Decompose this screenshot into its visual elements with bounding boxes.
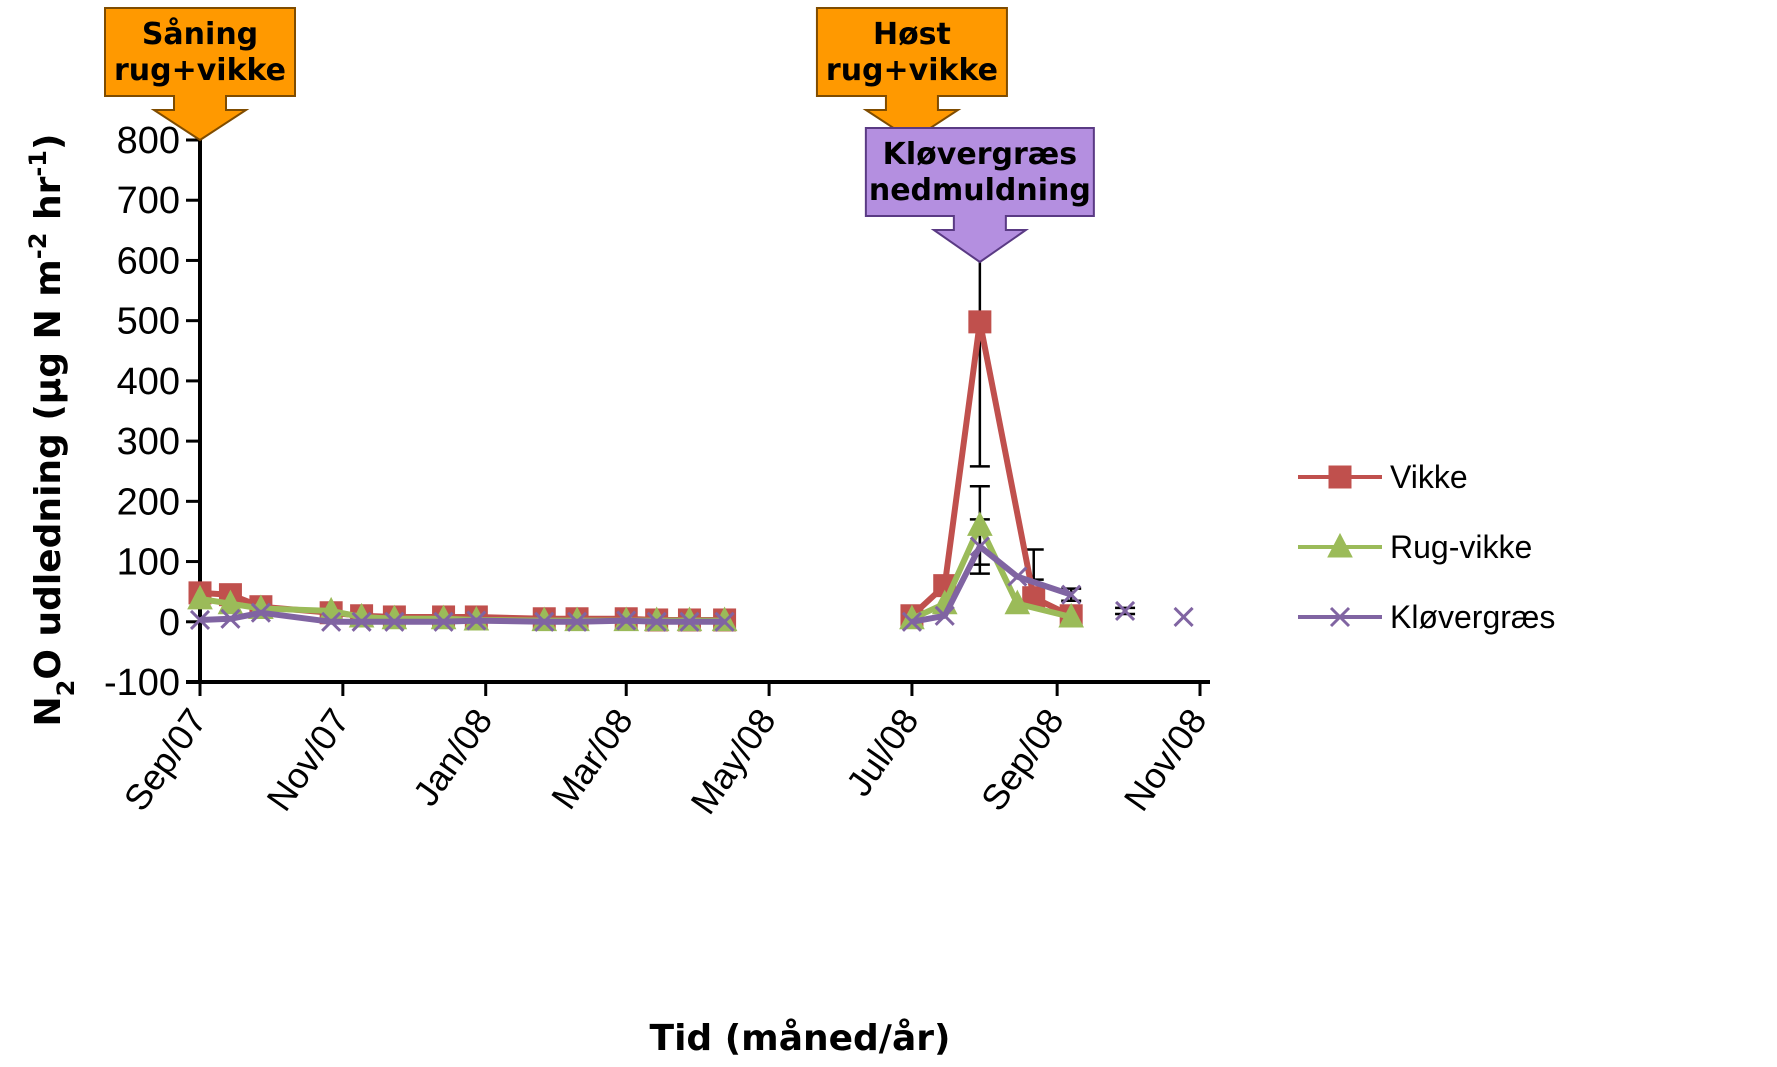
data-point-kl-vergr-s — [384, 611, 405, 632]
x-marker-stroke — [934, 605, 955, 626]
data-point-kl-vergr-s — [1114, 600, 1136, 621]
data-point-kl-vergr-s — [220, 608, 241, 629]
y-axis-title: N2O udledning (µg N m-2 hr-1) — [24, 134, 80, 727]
plot-area: -100 0 100 200 300 400 500 600 700 800 Sep/07 Nov/0… — [104, 120, 1215, 821]
x-marker-stroke — [433, 611, 454, 632]
x-marker-stroke — [901, 611, 923, 632]
x-marker-stroke — [351, 611, 372, 632]
x-marker-stroke — [646, 611, 667, 632]
y-tick-label: -100 — [104, 662, 180, 704]
series-line-vikke — [909, 318, 1073, 619]
x-marker-stroke — [1061, 584, 1082, 605]
x-marker-stroke — [566, 611, 588, 632]
y-tick-label: 0 — [159, 602, 180, 644]
data-point-kl-vergr-s — [1007, 566, 1028, 587]
event-annotations: Såningrug+vikkeHøstrug+vikkeKløvergræsne… — [104, 7, 1095, 264]
x-tick-label: Sep/07 — [116, 701, 215, 818]
data-point-rug-vikke — [217, 589, 244, 615]
data-point-kl-vergr-s — [466, 610, 487, 631]
x-marker-stroke — [1007, 566, 1028, 587]
x-tick-label: Sep/08 — [973, 701, 1072, 818]
y-tick-label: 700 — [117, 180, 180, 222]
series-line-kl-vergr-s — [199, 609, 725, 625]
annotation-text: rug+vikke — [826, 53, 998, 88]
x-tick-label: Nov/07 — [258, 701, 357, 818]
legend-item: Kløvergræs — [1298, 599, 1555, 635]
y-tick-label: 600 — [117, 240, 180, 282]
data-point-kl-vergr-s — [1173, 606, 1194, 628]
legend-label: Kløvergræs — [1390, 599, 1555, 635]
annotation-text: Kløvergræs — [883, 137, 1077, 172]
y-tick-label: 800 — [117, 120, 180, 162]
x-tick-label: Jul/08 — [838, 701, 927, 803]
x-tick-label: Mar/08 — [543, 701, 641, 816]
data-point-rug-vikke — [1004, 589, 1031, 615]
x-marker-stroke — [250, 602, 271, 623]
data-point-kl-vergr-s — [250, 602, 271, 623]
annotation-text: Såning — [142, 16, 258, 52]
x-marker-stroke — [466, 610, 487, 631]
data-point-kl-vergr-s — [534, 611, 555, 632]
x-marker-stroke — [1173, 606, 1194, 628]
x-marker-stroke — [189, 609, 211, 631]
data-point-kl-vergr-s — [189, 609, 211, 631]
data-point-kl-vergr-s — [646, 611, 667, 632]
legend-label: Vikke — [1390, 459, 1468, 495]
data-point-rug-vikke — [967, 511, 993, 536]
data-point-kl-vergr-s — [969, 536, 990, 557]
x-marker-stroke — [220, 608, 241, 629]
data-point-kl-vergr-s — [566, 611, 588, 632]
annotation-text: rug+vikke — [114, 53, 286, 88]
x-marker-stroke — [714, 611, 735, 632]
data-point-kl-vergr-s — [714, 611, 735, 632]
data-point-kl-vergr-s — [433, 611, 454, 632]
legend: Vikke Rug-vikke Kløvergræs — [1298, 459, 1555, 635]
data-point-vikke — [968, 310, 992, 334]
x-marker-stroke — [679, 611, 700, 632]
annotation-arrow-box — [864, 127, 1095, 264]
legend-marker — [1329, 606, 1351, 628]
x-marker-stroke — [1329, 606, 1351, 628]
legend-marker — [1327, 532, 1353, 558]
legend-label: Rug-vikke — [1390, 529, 1532, 565]
legend-item: Rug-vikke — [1298, 529, 1532, 565]
x-marker-stroke — [321, 611, 342, 632]
y-tick-label: 200 — [117, 481, 180, 523]
legend-marker — [1328, 465, 1352, 489]
y-tick-label: 400 — [117, 361, 180, 403]
data-point-kl-vergr-s — [934, 605, 955, 626]
x-marker-stroke — [534, 611, 555, 632]
x-marker-stroke — [384, 611, 405, 632]
annotation-arrow-box — [815, 7, 1008, 142]
x-tick-label: Nov/08 — [1116, 701, 1215, 818]
annotation-arrow-box — [104, 7, 296, 142]
x-axis-title: Tid (måned/år) — [650, 1018, 951, 1059]
data-point-kl-vergr-s — [616, 610, 637, 631]
x-tick-label: May/08 — [682, 701, 783, 821]
data-point-kl-vergr-s — [321, 611, 342, 632]
data-point-kl-vergr-s — [901, 611, 923, 632]
data-point-kl-vergr-s — [351, 611, 372, 632]
data-point-rug-vikke — [1058, 602, 1085, 628]
y-tick-label: 500 — [117, 301, 180, 343]
x-tick-label: Jan/08 — [405, 701, 501, 813]
x-marker-stroke — [616, 610, 637, 631]
data-point-kl-vergr-s — [679, 611, 700, 632]
annotation-text: Høst — [873, 17, 951, 52]
x-marker-stroke — [969, 536, 990, 557]
y-tick-label: 100 — [117, 542, 180, 584]
x-marker-stroke — [1114, 600, 1136, 621]
data-point-kl-vergr-s — [1061, 584, 1082, 605]
y-tick-label: 300 — [117, 421, 180, 463]
legend-item: Vikke — [1298, 459, 1468, 495]
data-point-rug-vikke — [187, 584, 213, 610]
annotation-text: nedmuldning — [869, 173, 1091, 208]
